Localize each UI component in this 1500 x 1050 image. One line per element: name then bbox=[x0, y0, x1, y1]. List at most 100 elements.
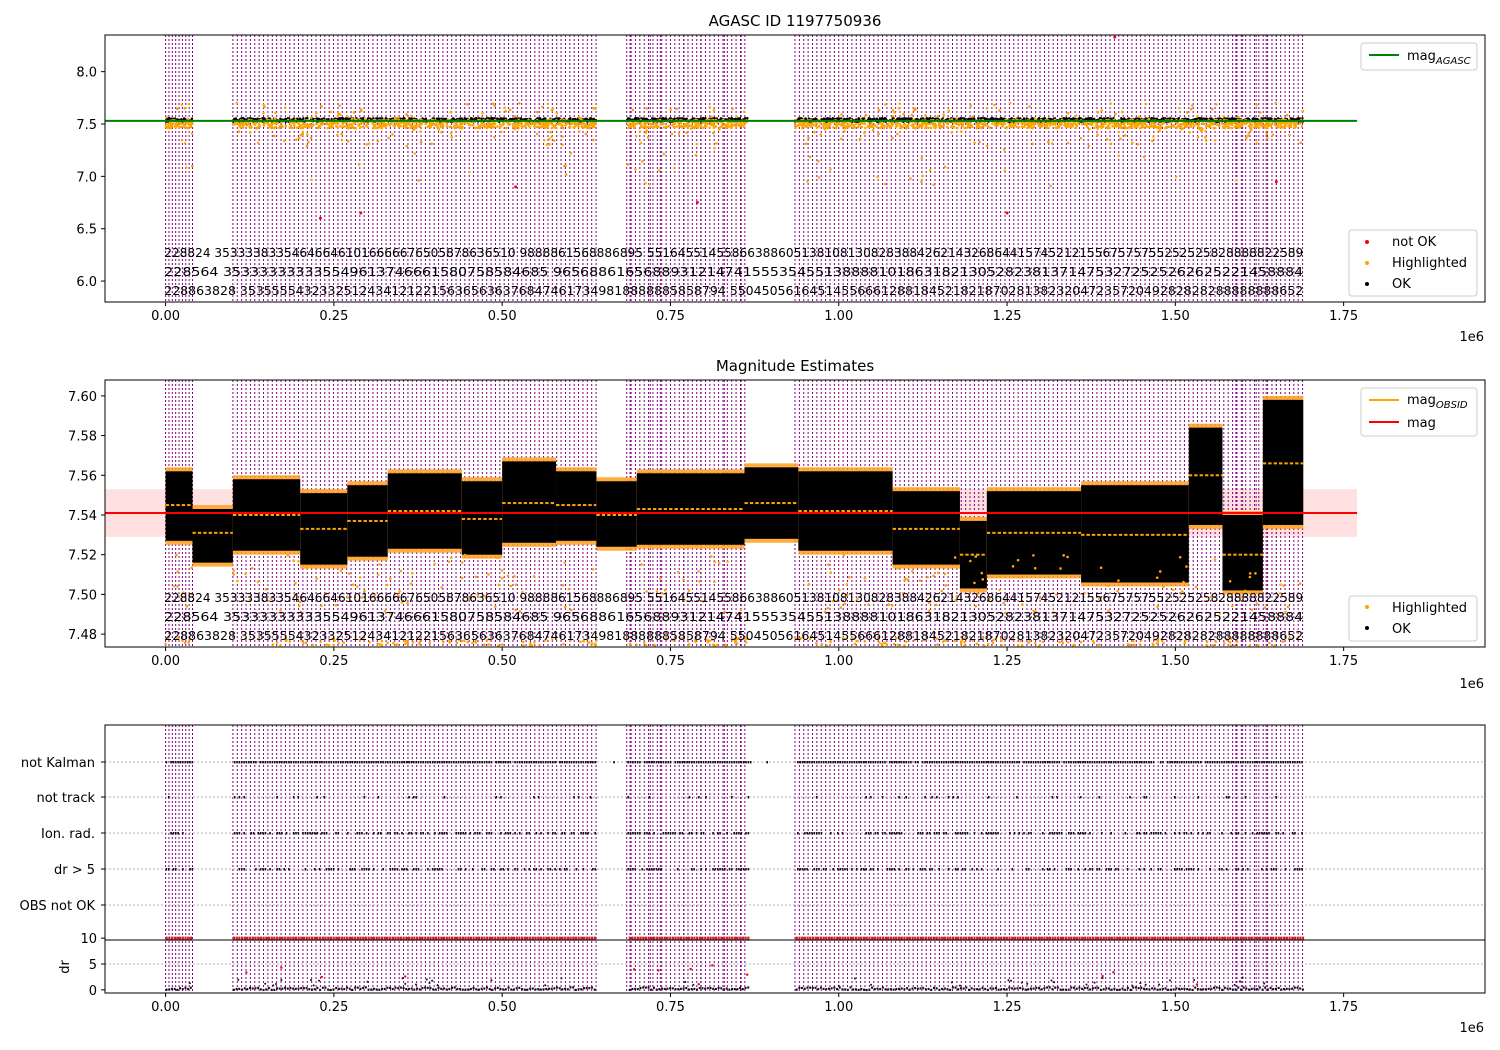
highlighted-point bbox=[671, 123, 675, 126]
highlighted-point bbox=[675, 107, 678, 111]
highlighted-point bbox=[981, 124, 985, 128]
highlighted-point bbox=[1174, 175, 1178, 179]
highlighted-point bbox=[372, 124, 376, 128]
highlighted-point bbox=[670, 132, 674, 136]
highlighted-point bbox=[863, 122, 867, 126]
highlighted-point bbox=[715, 142, 718, 145]
ok-point bbox=[730, 117, 734, 121]
highlighted-point bbox=[1285, 113, 1289, 117]
highlighted-point bbox=[1233, 125, 1237, 129]
ok-point bbox=[845, 117, 849, 120]
highlighted-point bbox=[467, 122, 470, 126]
highlighted-point bbox=[1123, 134, 1127, 137]
highlighted-point bbox=[1028, 105, 1031, 108]
highlighted-point bbox=[502, 122, 505, 126]
ok-point bbox=[1291, 117, 1295, 120]
highlighted-point bbox=[689, 127, 693, 130]
highlighted-point bbox=[739, 122, 742, 125]
highlighted-point bbox=[1130, 141, 1134, 145]
ok-point bbox=[168, 117, 171, 120]
highlighted-point bbox=[896, 132, 899, 136]
highlighted-point bbox=[1192, 124, 1196, 128]
highlighted-point bbox=[1056, 124, 1060, 128]
highlighted-point bbox=[1150, 139, 1154, 143]
highlighted-point bbox=[232, 123, 235, 126]
highlighted-point bbox=[466, 103, 469, 106]
highlighted-point bbox=[649, 125, 653, 129]
ok-point bbox=[263, 117, 266, 120]
highlighted-point bbox=[561, 135, 564, 138]
highlighted-point bbox=[803, 124, 807, 127]
ok-point bbox=[967, 117, 971, 120]
highlighted-point bbox=[345, 114, 349, 118]
highlighted-point bbox=[517, 126, 520, 130]
highlighted-point bbox=[555, 111, 559, 115]
highlighted-point bbox=[183, 106, 187, 110]
highlighted-point bbox=[978, 140, 981, 144]
highlighted-point bbox=[1050, 142, 1054, 145]
highlighted-point bbox=[1085, 121, 1088, 125]
highlighted-point bbox=[183, 142, 187, 145]
highlighted-point bbox=[704, 125, 708, 128]
y-tick-label: 6.5 bbox=[76, 223, 97, 238]
highlighted-point bbox=[1274, 101, 1278, 105]
highlighted-point bbox=[412, 125, 415, 128]
highlighted-point bbox=[419, 140, 423, 144]
highlighted-point bbox=[1152, 135, 1155, 138]
highlighted-point bbox=[845, 126, 848, 129]
highlighted-point bbox=[418, 124, 422, 127]
highlighted-point bbox=[1237, 115, 1240, 119]
highlighted-point bbox=[439, 123, 443, 127]
highlighted-point bbox=[870, 121, 873, 125]
highlighted-point bbox=[708, 126, 711, 130]
highlighted-point bbox=[735, 115, 738, 119]
highlighted-point bbox=[513, 115, 516, 118]
highlighted-point bbox=[852, 126, 856, 130]
highlighted-point bbox=[371, 121, 375, 125]
highlighted-point bbox=[363, 117, 367, 121]
highlighted-point bbox=[975, 123, 978, 126]
highlighted-point bbox=[1130, 124, 1134, 128]
highlighted-point bbox=[289, 124, 293, 127]
highlighted-point bbox=[274, 125, 277, 129]
ok-point bbox=[344, 117, 348, 120]
highlighted-point bbox=[685, 131, 688, 135]
ok-point bbox=[873, 117, 876, 120]
highlighted-point bbox=[1250, 123, 1254, 127]
highlighted-point bbox=[258, 125, 262, 128]
highlighted-point bbox=[493, 135, 496, 139]
highlighted-point bbox=[1041, 124, 1044, 127]
highlighted-point bbox=[1096, 124, 1099, 128]
highlighted-point bbox=[796, 124, 800, 128]
highlighted-point bbox=[310, 178, 313, 182]
highlighted-point bbox=[548, 142, 551, 146]
highlighted-point bbox=[1222, 125, 1225, 128]
highlighted-point bbox=[1204, 129, 1207, 133]
highlighted-point bbox=[1117, 130, 1121, 134]
highlighted-point bbox=[405, 144, 408, 148]
highlighted-point bbox=[592, 125, 596, 129]
highlighted-point bbox=[336, 122, 340, 125]
ok-point bbox=[897, 117, 901, 120]
highlighted-point bbox=[1099, 124, 1103, 128]
highlighted-point bbox=[1119, 137, 1122, 141]
highlighted-point bbox=[334, 124, 338, 128]
ok-point bbox=[1160, 117, 1163, 121]
agasc-magnitude-panel: AGASC ID 1197750936 228824 3533338335464… bbox=[76, 12, 1486, 345]
highlighted-point bbox=[493, 122, 497, 126]
highlighted-point bbox=[1158, 129, 1162, 132]
highlighted-point bbox=[817, 176, 821, 179]
highlighted-point bbox=[675, 124, 679, 128]
highlighted-point bbox=[645, 106, 648, 110]
highlighted-point bbox=[1269, 123, 1273, 127]
highlighted-point bbox=[1214, 103, 1218, 106]
highlighted-point bbox=[985, 106, 989, 110]
highlighted-point bbox=[263, 105, 266, 109]
highlighted-point bbox=[1184, 125, 1188, 129]
highlighted-point bbox=[708, 106, 712, 109]
highlighted-point bbox=[1299, 141, 1302, 145]
ok-point bbox=[992, 117, 995, 120]
highlighted-point bbox=[346, 139, 350, 143]
highlighted-point bbox=[315, 122, 319, 126]
highlighted-point bbox=[1204, 139, 1208, 142]
